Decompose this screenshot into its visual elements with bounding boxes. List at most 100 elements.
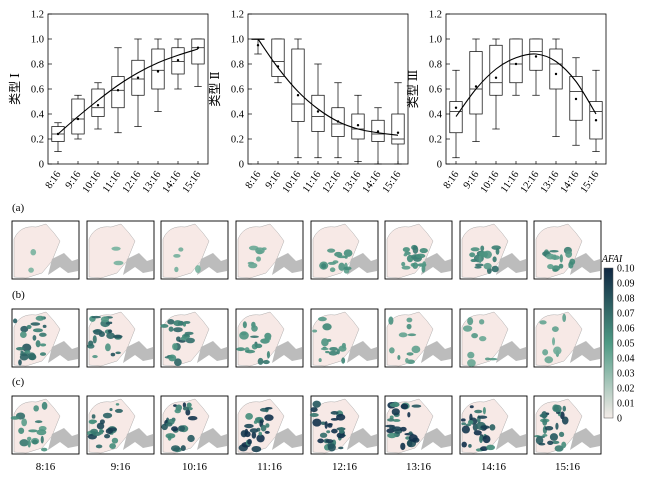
y-tick-label: 0.8: [429, 60, 442, 71]
land-area: [48, 428, 78, 450]
bloom-patch: [488, 357, 498, 361]
bloom-patch: [245, 349, 256, 354]
box-iqr: [271, 38, 285, 77]
bloom-patch: [93, 328, 103, 335]
fit-curve: [257, 38, 399, 136]
bloom-patch: [114, 408, 123, 413]
mean-point: [454, 106, 458, 109]
bloom-patch: [338, 446, 344, 450]
land-area: [197, 341, 227, 363]
mean-point: [136, 76, 140, 79]
bloom-patch: [30, 322, 41, 326]
x-tick-label: 11:16: [301, 169, 324, 195]
map-panel-a-5: [310, 220, 379, 280]
bloom-patch: [160, 324, 169, 328]
land-area: [123, 341, 153, 363]
y-tick-label: 0.2: [429, 135, 442, 146]
bloom-patch: [544, 425, 554, 431]
bloom-patch: [178, 247, 184, 252]
bloom-patch: [254, 343, 263, 349]
bloom-patch: [41, 447, 48, 452]
bloom-patch: [260, 424, 267, 432]
bloom-patch: [327, 423, 333, 428]
x-tick-label: 12:16: [519, 169, 542, 195]
map-panel-a-7: [459, 220, 528, 280]
box-9:16: [469, 38, 483, 142]
bloom-patch: [398, 332, 408, 338]
land-area: [496, 341, 526, 363]
y-tick-label: 0.6: [31, 85, 44, 96]
bloom-patch: [251, 325, 258, 332]
bloom-patch: [552, 268, 559, 272]
bloom-patch: [328, 350, 338, 356]
x-tick-label: 10:16: [81, 169, 104, 195]
bloom-patch: [91, 315, 102, 319]
map-panel-c-1: [10, 395, 80, 455]
colorbar-title: AFAI: [601, 254, 623, 265]
bloom-patch: [174, 266, 179, 273]
bloom-patch: [40, 435, 44, 444]
bloom-patch: [411, 404, 422, 408]
bloom-patch: [92, 335, 97, 344]
bloom-patch: [479, 336, 487, 342]
bloom-patch: [480, 425, 490, 429]
bloom-patch: [474, 266, 482, 269]
bloom-patch: [312, 400, 321, 408]
bloom-patch: [109, 408, 113, 412]
bloom-patch: [312, 329, 318, 333]
bloom-patch: [385, 424, 395, 428]
bloom-patch: [403, 253, 408, 257]
bloom-patch: [247, 438, 252, 445]
bloom-patch: [343, 249, 353, 257]
bloom-patch: [553, 404, 562, 413]
bloom-patch: [182, 406, 189, 411]
bloom-patch: [419, 248, 428, 254]
bloom-patch: [242, 321, 247, 329]
y-tick-label: 1.0: [429, 35, 442, 46]
land-area: [496, 428, 526, 450]
row-label: (b): [12, 289, 25, 301]
bloom-patch: [309, 412, 319, 417]
x-tick-label: 12:16: [321, 169, 344, 195]
x-tick-label: 13:16: [341, 169, 364, 195]
bloom-patch: [462, 325, 473, 332]
row-label: (a): [12, 202, 25, 214]
bloom-patch: [35, 340, 41, 348]
bloom-patch: [264, 414, 274, 421]
box-plot-charts: 00.20.40.60.81.01.2类型 Ⅰ8:16 9:1610:1611:1…: [8, 10, 607, 195]
map-panel-c-6: [384, 395, 453, 455]
box-iqr: [311, 94, 325, 132]
colorbar-tick-label: 0.03: [617, 369, 635, 380]
box-13:16: [351, 94, 365, 162]
bloom-patch: [20, 350, 24, 354]
y-tick-label: 1.2: [429, 10, 442, 21]
bloom-patch: [30, 249, 37, 256]
time-label: 9:16: [111, 461, 131, 473]
box-15:16: [589, 69, 603, 152]
bloom-patch: [467, 420, 474, 425]
bloom-patch: [18, 427, 25, 434]
bloom-patch: [180, 336, 187, 341]
y-tick-label: 0.2: [231, 135, 244, 146]
bloom-patch: [536, 435, 546, 439]
y-tick-label: 0: [39, 160, 44, 171]
bloom-patch: [258, 431, 263, 436]
bloom-patch: [336, 432, 346, 439]
bloom-patch: [96, 422, 105, 430]
land-area: [197, 428, 227, 450]
colorbar-tick-label: 0.04: [617, 354, 635, 365]
mean-point: [376, 130, 380, 133]
bloom-patch: [187, 416, 198, 421]
land-area: [421, 341, 451, 363]
mean-point: [534, 55, 538, 58]
mean-point: [116, 89, 120, 92]
row-label: (c): [12, 376, 25, 388]
bloom-patch: [542, 418, 548, 426]
colorbar-bar: [603, 267, 614, 419]
bloom-patch: [407, 411, 411, 418]
bloom-patch: [318, 358, 322, 363]
land-area: [496, 253, 526, 275]
colorbar-tick-label: 0.05: [617, 339, 635, 350]
land-area: [570, 428, 600, 450]
bloom-patch: [327, 248, 336, 253]
